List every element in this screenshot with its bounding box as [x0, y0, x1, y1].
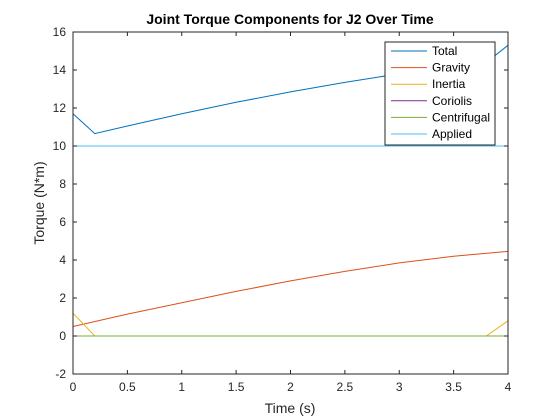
legend-box [384, 41, 496, 146]
y-tick-label: 6 [59, 215, 66, 229]
x-tick-label: 2.5 [337, 380, 354, 394]
legend-label-gravity: Gravity [432, 61, 470, 75]
legend-label-centrifugal: Centrifugal [432, 110, 490, 124]
x-tick-label: 3.5 [445, 380, 462, 394]
legend: Total Gravity Inertia Coriolis Centrifugal Ap… [384, 41, 496, 146]
y-tick-label: 4 [59, 253, 66, 267]
x-tick-label: 1 [178, 380, 185, 394]
y-tick-label: 14 [53, 63, 67, 77]
legend-label-applied: Applied [432, 127, 472, 141]
legend-items: Total Gravity Inertia Coriolis Centrifugal Ap… [391, 44, 490, 141]
y-tick-label: 16 [53, 25, 67, 39]
y-tick-label: 8 [59, 177, 66, 191]
y-tick-label: -2 [55, 367, 66, 381]
y-tick-label: 10 [53, 139, 67, 153]
y-axis-label: Torque (N*m) [31, 161, 47, 244]
legend-label-inertia: Inertia [432, 77, 466, 91]
y-tick-label: 0 [59, 329, 66, 343]
x-tick-label: 3 [396, 380, 403, 394]
legend-label-total: Total [432, 44, 457, 58]
x-tick-label: 2 [287, 380, 294, 394]
legend-label-coriolis: Coriolis [432, 94, 472, 108]
y-tick-label: 12 [53, 101, 67, 115]
series-layer [72, 44, 509, 337]
x-axis-label: Time (s) [265, 400, 316, 416]
y-axis: -2 0 2 4 6 8 10 12 14 16 [53, 25, 508, 381]
x-tick-label: 4 [505, 380, 512, 394]
chart-title: Joint Torque Components for J2 Over Time [146, 11, 434, 27]
series-line-gravity [72, 250, 509, 327]
x-tick-label: 0.5 [119, 380, 136, 394]
x-axis: 0 0.5 1 1.5 2 2.5 3 3.5 4 [70, 32, 512, 394]
x-tick-label: 0 [70, 380, 77, 394]
x-tick-label: 1.5 [228, 380, 245, 394]
y-tick-label: 2 [59, 291, 66, 305]
